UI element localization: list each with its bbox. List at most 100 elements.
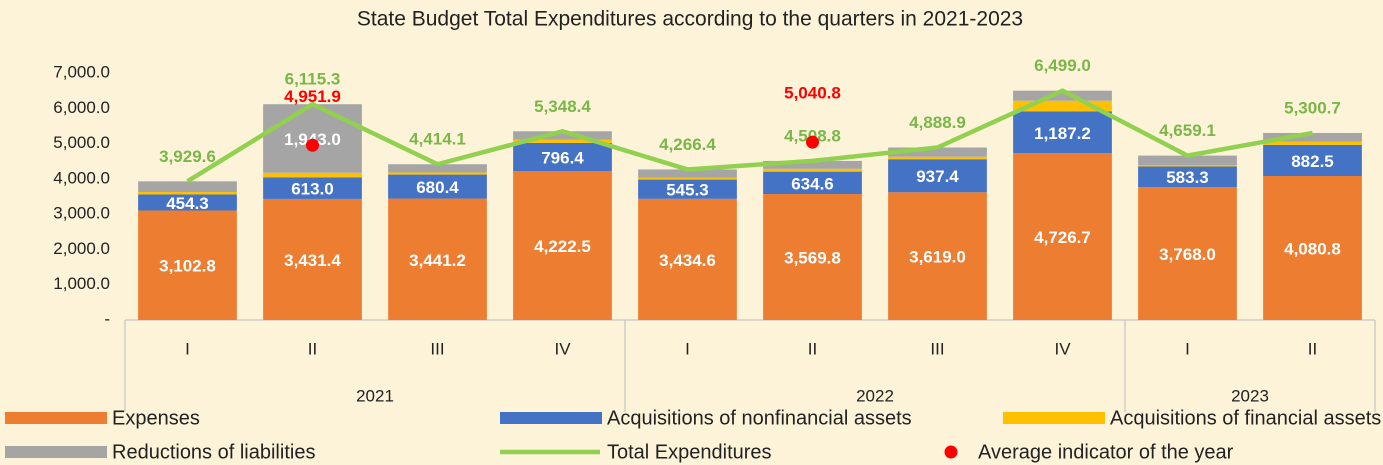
bar-segment xyxy=(1263,141,1362,145)
bar-segment xyxy=(638,198,737,320)
legend-label: Acquisitions of financial assets xyxy=(1110,407,1381,429)
legend-swatch xyxy=(944,445,958,459)
average-point xyxy=(306,138,319,152)
bar-segment xyxy=(513,142,612,172)
bar-segment xyxy=(263,104,362,173)
y-tick-label: 2,000.0 xyxy=(53,239,110,258)
y-tick-label: 5,000.0 xyxy=(53,133,110,152)
bar-segment xyxy=(1138,166,1237,188)
data-label: 680.4 xyxy=(416,178,459,197)
bar-segment xyxy=(513,131,612,140)
legend-swatch xyxy=(5,412,107,424)
data-label: 3,102.8 xyxy=(159,257,216,276)
legend-label: Reductions of liabilities xyxy=(112,441,315,463)
data-label: 3,569.8 xyxy=(784,249,841,268)
data-label: 937.4 xyxy=(916,167,959,186)
data-label: 6,115.3 xyxy=(285,70,341,89)
bar-segment xyxy=(888,159,987,193)
bar-segment xyxy=(263,198,362,320)
bar-segment xyxy=(138,181,237,193)
x-tick-label: I xyxy=(185,339,190,358)
group-label: 2023 xyxy=(1231,386,1269,405)
bar-segment xyxy=(138,210,237,320)
data-label: 3,441.2 xyxy=(409,251,466,270)
data-label: 3,434.6 xyxy=(659,251,716,270)
data-label: 6,499.0 xyxy=(1034,56,1091,75)
data-label: 4,080.8 xyxy=(1284,239,1341,258)
data-label: 5,348.4 xyxy=(534,97,591,116)
x-tick-label: I xyxy=(685,339,690,358)
x-tick-label: III xyxy=(430,339,444,358)
bar-segment xyxy=(1013,111,1112,154)
bar-segment xyxy=(888,147,987,157)
bar-segment xyxy=(1263,132,1362,142)
data-label: 4,222.5 xyxy=(534,237,591,256)
average-point xyxy=(806,135,819,149)
legend-swatch xyxy=(500,412,602,424)
data-label: 1,187.2 xyxy=(1034,124,1091,143)
data-label: 545.3 xyxy=(666,181,709,200)
legend-label: Average indicator of the year xyxy=(978,441,1234,463)
data-label: 4,266.4 xyxy=(659,135,716,154)
group-label: 2022 xyxy=(856,386,894,405)
bar-segment xyxy=(888,192,987,320)
legend-label: Total Expenditures xyxy=(607,441,772,463)
data-label: 4,726.7 xyxy=(1034,228,1091,247)
x-tick-label: I xyxy=(1185,339,1190,358)
data-label: 3,431.4 xyxy=(284,251,341,270)
bar-segment xyxy=(763,168,862,172)
x-tick-label: II xyxy=(308,339,317,358)
legend-label: Expenses xyxy=(112,407,200,429)
bar-segment xyxy=(763,171,862,195)
bar-segment xyxy=(1263,144,1362,177)
bar-segment xyxy=(513,139,612,143)
bar-segment xyxy=(763,194,862,320)
bar-segment xyxy=(388,164,487,173)
bar-segment xyxy=(638,177,737,180)
bar-segment xyxy=(1138,165,1237,167)
legend-swatch xyxy=(5,446,107,458)
x-tick-label: II xyxy=(1308,339,1317,358)
x-tick-label: IV xyxy=(554,339,571,358)
y-tick-label: 4,000.0 xyxy=(53,168,110,187)
x-tick-label: II xyxy=(808,339,817,358)
data-label: 5,040.8 xyxy=(784,84,841,103)
data-label: 796.4 xyxy=(541,148,584,167)
group-label: 2021 xyxy=(356,386,394,405)
bar-segment xyxy=(1013,153,1112,320)
y-tick-label: 7,000.0 xyxy=(53,62,110,81)
data-label: 4,951.9 xyxy=(284,87,341,106)
bar-segment xyxy=(638,169,737,178)
data-label: 3,929.6 xyxy=(159,147,216,166)
bar-segment xyxy=(1013,100,1112,112)
bar-segment xyxy=(263,177,362,199)
y-tick-label: 3,000.0 xyxy=(53,204,110,223)
bar-segment xyxy=(763,160,862,169)
bar-segment xyxy=(513,171,612,320)
bar-segment xyxy=(1138,155,1237,166)
y-tick-label: 1,000.0 xyxy=(53,274,110,293)
bar-segment xyxy=(138,192,237,195)
data-label: 4,414.1 xyxy=(409,130,466,149)
bar-segment xyxy=(138,194,237,211)
bar-segment xyxy=(1013,90,1112,101)
bar-segment xyxy=(388,174,487,199)
x-tick-label: IV xyxy=(1054,339,1071,358)
chart-title: State Budget Total Expenditures accordin… xyxy=(357,8,1023,31)
data-label: 3,619.0 xyxy=(909,248,966,267)
x-tick-label: III xyxy=(930,339,944,358)
legend-label: Acquisitions of nonfinancial assets xyxy=(607,407,912,429)
data-label: 5,300.7 xyxy=(1284,98,1341,117)
data-label: 613.0 xyxy=(291,180,334,199)
y-tick-label: 6,000.0 xyxy=(53,98,110,117)
bar-segment xyxy=(638,179,737,199)
data-label: 3,768.0 xyxy=(1159,245,1216,264)
data-label: 454.3 xyxy=(166,194,209,213)
data-label: 634.6 xyxy=(791,174,834,193)
total-line xyxy=(186,88,1313,184)
bar-segment xyxy=(1263,176,1362,320)
legend-swatch xyxy=(1003,412,1105,424)
bar-segment xyxy=(1138,187,1237,320)
bar-segment xyxy=(388,172,487,175)
